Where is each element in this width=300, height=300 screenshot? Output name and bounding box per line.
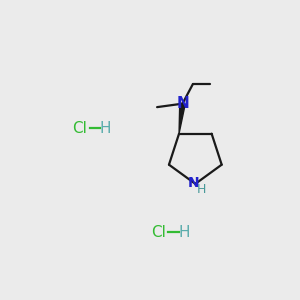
Text: Cl: Cl bbox=[151, 225, 166, 240]
Text: N: N bbox=[176, 96, 189, 111]
Text: H: H bbox=[100, 121, 111, 136]
Text: H: H bbox=[178, 225, 190, 240]
Polygon shape bbox=[179, 103, 185, 134]
Text: H: H bbox=[196, 183, 206, 196]
Text: N: N bbox=[188, 176, 199, 190]
Text: Cl: Cl bbox=[72, 121, 87, 136]
